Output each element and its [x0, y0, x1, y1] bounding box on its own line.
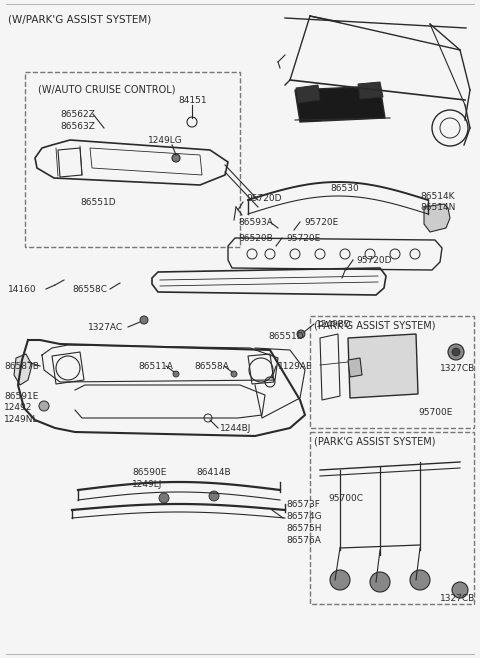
Text: 1249BD: 1249BD — [316, 320, 352, 329]
Text: 86573F: 86573F — [286, 500, 320, 509]
Text: 86558A: 86558A — [194, 362, 229, 371]
Polygon shape — [348, 334, 418, 398]
Circle shape — [209, 491, 219, 501]
Circle shape — [140, 316, 148, 324]
Polygon shape — [14, 354, 32, 385]
Polygon shape — [424, 204, 450, 232]
Text: 86514K: 86514K — [420, 192, 455, 201]
Circle shape — [370, 572, 390, 592]
Circle shape — [297, 330, 305, 338]
Text: 1327CB: 1327CB — [440, 364, 475, 373]
Text: (W/AUTO CRUISE CONTROL): (W/AUTO CRUISE CONTROL) — [38, 84, 176, 94]
Text: 1249LG: 1249LG — [148, 136, 183, 145]
Text: 86576A: 86576A — [286, 536, 321, 545]
Text: 86551D: 86551D — [268, 332, 304, 341]
Circle shape — [173, 371, 179, 377]
Text: 1327CB: 1327CB — [440, 594, 475, 603]
Circle shape — [172, 154, 180, 162]
Text: 86551D: 86551D — [80, 198, 116, 207]
Text: 95700C: 95700C — [328, 494, 363, 503]
Text: 86587B: 86587B — [4, 362, 39, 371]
Bar — [310, 316, 474, 428]
Text: 86574G: 86574G — [286, 512, 322, 521]
Text: 1129AE: 1129AE — [278, 362, 312, 371]
Circle shape — [39, 401, 49, 411]
Polygon shape — [358, 82, 383, 99]
Text: 86591E: 86591E — [4, 392, 38, 401]
Bar — [25, 72, 240, 247]
Text: 1244BJ: 1244BJ — [220, 424, 252, 433]
Text: 86558C: 86558C — [72, 285, 107, 294]
Text: (W/PARK'G ASSIST SYSTEM): (W/PARK'G ASSIST SYSTEM) — [8, 14, 151, 24]
Text: 86530: 86530 — [330, 184, 359, 193]
Circle shape — [448, 344, 464, 360]
Text: 86563Z: 86563Z — [60, 122, 95, 131]
Circle shape — [231, 371, 237, 377]
Text: 95700E: 95700E — [418, 408, 452, 417]
Text: 14160: 14160 — [8, 285, 36, 294]
Text: 1327AC: 1327AC — [88, 323, 123, 332]
Text: 84151: 84151 — [178, 96, 206, 105]
Text: 86562Z: 86562Z — [60, 110, 95, 119]
Bar — [310, 432, 474, 604]
Text: 12492: 12492 — [4, 403, 32, 412]
Text: 1249NL: 1249NL — [4, 415, 38, 424]
Text: 86593A: 86593A — [238, 218, 273, 227]
Text: 1249LJ: 1249LJ — [132, 480, 162, 489]
Circle shape — [452, 348, 460, 356]
Circle shape — [410, 570, 430, 590]
Circle shape — [330, 570, 350, 590]
Text: 86514N: 86514N — [420, 203, 456, 212]
Text: 86575H: 86575H — [286, 524, 322, 533]
Text: 95720E: 95720E — [304, 218, 338, 227]
Text: 95720D: 95720D — [356, 256, 392, 265]
Text: 95720E: 95720E — [286, 234, 320, 243]
Text: 86511A: 86511A — [138, 362, 173, 371]
Text: 86520B: 86520B — [238, 234, 273, 243]
Text: 86590E: 86590E — [132, 468, 167, 477]
Circle shape — [452, 582, 468, 598]
Text: 95720D: 95720D — [246, 194, 281, 203]
Polygon shape — [296, 85, 320, 103]
Polygon shape — [295, 86, 385, 122]
Text: (PARK'G ASSIST SYSTEM): (PARK'G ASSIST SYSTEM) — [314, 436, 435, 446]
Text: (PARK'G ASSIST SYSTEM): (PARK'G ASSIST SYSTEM) — [314, 320, 435, 330]
Circle shape — [159, 493, 169, 503]
Polygon shape — [348, 358, 362, 377]
Text: 86414B: 86414B — [196, 468, 230, 477]
